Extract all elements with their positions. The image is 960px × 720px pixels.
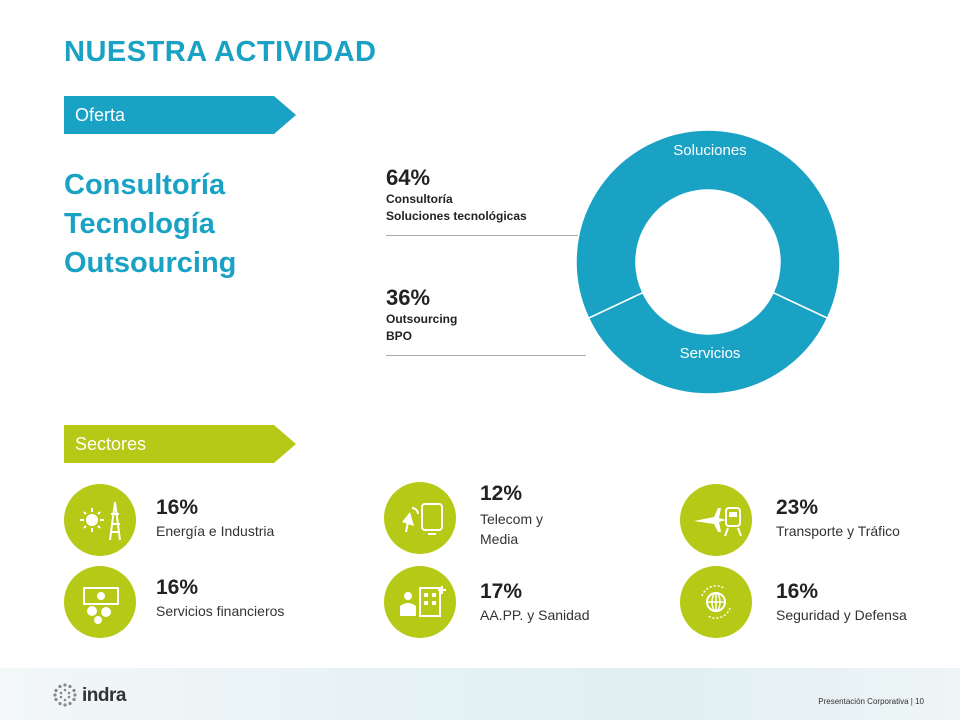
offer-item-outsourcing: Outsourcing [64,247,237,279]
indra-logo-icon [53,683,77,707]
finance-icon [64,566,136,638]
offer-tag: Oferta [64,96,296,134]
footer-presentation: Presentación Corporativa [818,697,909,706]
sector-seguridad-label: Seguridad y Defensa [776,607,907,623]
transport-icon [680,484,752,556]
footer-separator: | [910,697,916,706]
sector-aapp-label: AA.PP. y Sanidad [480,607,590,623]
stat-servicios-line-1: Outsourcing [386,312,458,326]
sector-telecom-label-line-1: Telecom y [480,511,544,527]
sector-aapp-pct: 17% [480,580,523,603]
offer-list: Consultoría Tecnología Outsourcing [64,166,236,283]
telecom-icon [384,482,456,554]
divider [386,235,586,236]
public-health-icon [384,566,456,638]
sector-financieros-label: Servicios financieros [156,603,285,619]
stat-soluciones-line-1: Consultoría [386,192,453,206]
sector-financieros-pct: 16% [156,576,199,599]
energy-icon [64,484,136,556]
security-icon [680,566,752,638]
donut-label-soluciones: Soluciones [673,142,747,159]
sector-energia-label: Energía e Industria [156,523,275,539]
indra-logo-text: indra [82,685,126,706]
offer-item-consultoria: Consultoría [64,169,226,201]
footer-page-number: 10 [915,697,924,706]
stat-soluciones: 64% Consultoría Soluciones tecnológicas [386,165,586,236]
sector-seguridad-pct: 16% [776,580,819,603]
divider [386,355,586,356]
donut-chart [575,130,841,394]
donut-segment-soluciones [575,130,841,320]
sectors-tag: Sectores [64,425,296,463]
sector-telecom-label-line-2: Media [480,531,519,547]
footer-band [0,668,960,720]
stat-soluciones-line-2: Soluciones tecnológicas [386,209,527,223]
stat-servicios-pct: 36% [386,285,431,310]
stat-soluciones-pct: 64% [386,165,431,190]
footer-text: Presentación Corporativa | 10 [818,697,924,706]
sector-telecom-pct: 12% [480,482,523,505]
page-title: NUESTRA ACTIVIDAD [64,36,377,68]
donut-label-servicios: Servicios [679,345,741,362]
sector-energia-pct: 16% [156,496,199,519]
sector-transporte-pct: 23% [776,496,819,519]
donut-segment-servicios [587,291,829,394]
offer-item-tecnologia: Tecnología [64,208,215,240]
stat-servicios-line-2: BPO [386,329,413,343]
stat-servicios: 36% Outsourcing BPO [386,285,586,356]
sector-transporte-label: Transporte y Tráfico [776,523,900,539]
